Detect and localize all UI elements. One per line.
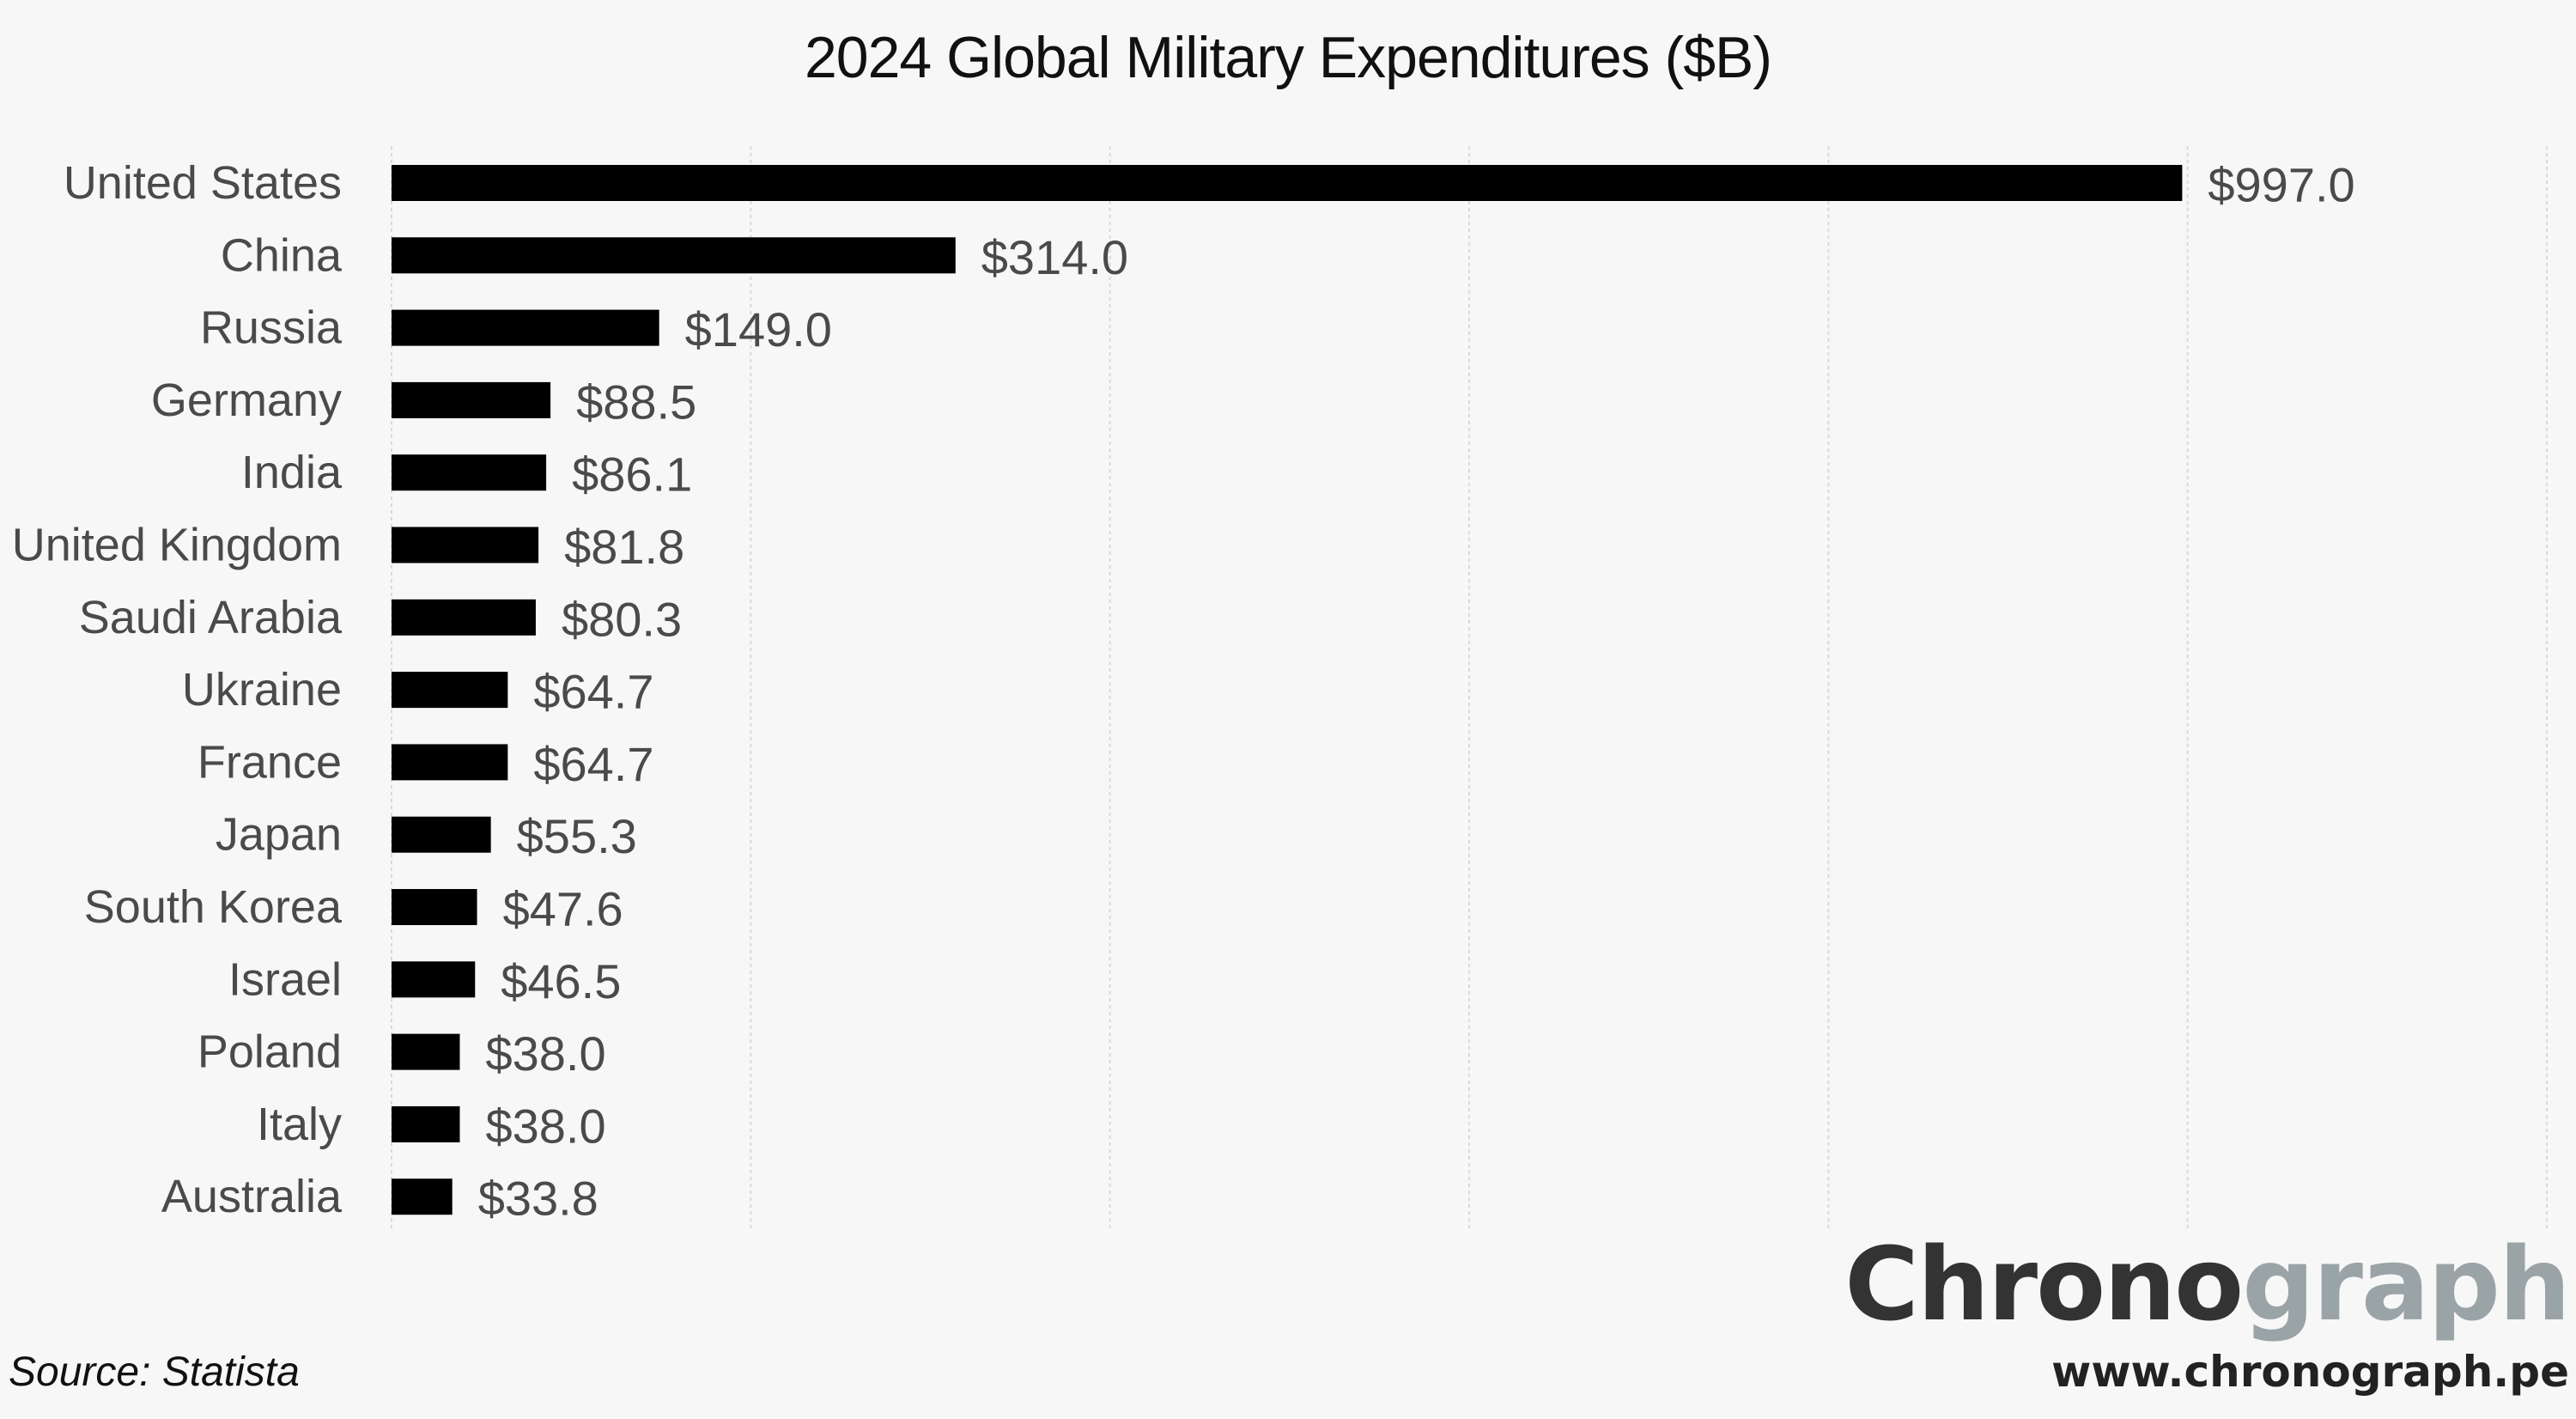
category-label: France [197, 736, 342, 788]
category-label: Japan [216, 809, 342, 861]
bar-australia [392, 1178, 453, 1215]
category-label: Italy [257, 1099, 342, 1150]
source-note: Source: Statista [9, 1349, 300, 1395]
value-label: $47.6 [503, 882, 623, 936]
bar-italy [392, 1105, 460, 1142]
category-label: Ukraine [182, 664, 342, 716]
value-label: $81.8 [564, 520, 684, 574]
value-label: $88.5 [576, 375, 696, 429]
value-label: $80.3 [562, 592, 682, 646]
bar-china [392, 237, 956, 274]
bar-saudi-arabia [392, 599, 536, 636]
bar-israel [392, 961, 476, 998]
website-url: www.chronograph.pe [2051, 1347, 2569, 1397]
chart-title: 2024 Global Military Expenditures ($B) [804, 25, 1772, 90]
logo-part-light: graph [2242, 1225, 2571, 1343]
value-label: $46.5 [501, 954, 621, 1008]
category-label: Saudi Arabia [79, 592, 343, 643]
value-label: $64.7 [533, 665, 653, 719]
category-label: India [241, 447, 343, 498]
category-label: Poland [197, 1026, 342, 1078]
bars [392, 165, 2183, 1215]
category-label: Germany [151, 375, 342, 426]
value-label: $38.0 [485, 1099, 605, 1153]
category-label: Australia [161, 1171, 343, 1222]
bar-united-kingdom [392, 527, 539, 563]
category-label: China [221, 229, 343, 281]
chronograph-logo: Chronograph [1844, 1233, 2571, 1335]
value-label: $55.3 [517, 809, 637, 863]
bar-france [392, 744, 508, 781]
value-labels: $997.0 $314.0 $149.0 $88.5 $86.1 $81.8 $80.3 $6… [478, 158, 2355, 1226]
value-label: $86.1 [572, 448, 692, 502]
bar-germany [392, 381, 551, 418]
bar-united-states [392, 165, 2183, 201]
bar-india [392, 454, 547, 491]
bar-south-korea [392, 889, 477, 925]
bar-japan [392, 816, 491, 853]
bar-poland [392, 1033, 460, 1070]
category-label: Israel [228, 953, 342, 1005]
category-label: South Korea [84, 881, 343, 933]
value-label: $64.7 [533, 737, 653, 791]
logo-part-dark: Chrono [1844, 1225, 2244, 1343]
category-label: United Kingdom [12, 520, 342, 571]
value-label: $314.0 [981, 230, 1128, 284]
category-label: United States [64, 157, 342, 209]
value-label: $38.0 [485, 1026, 605, 1081]
bar-ukraine [392, 672, 508, 709]
value-label: $997.0 [2208, 158, 2354, 212]
category-label: Russia [200, 302, 343, 354]
category-labels: United States China Russia Germany India Unit… [12, 157, 343, 1222]
value-label: $149.0 [685, 302, 832, 356]
bar-russia [392, 309, 659, 346]
value-label: $33.8 [478, 1172, 598, 1226]
